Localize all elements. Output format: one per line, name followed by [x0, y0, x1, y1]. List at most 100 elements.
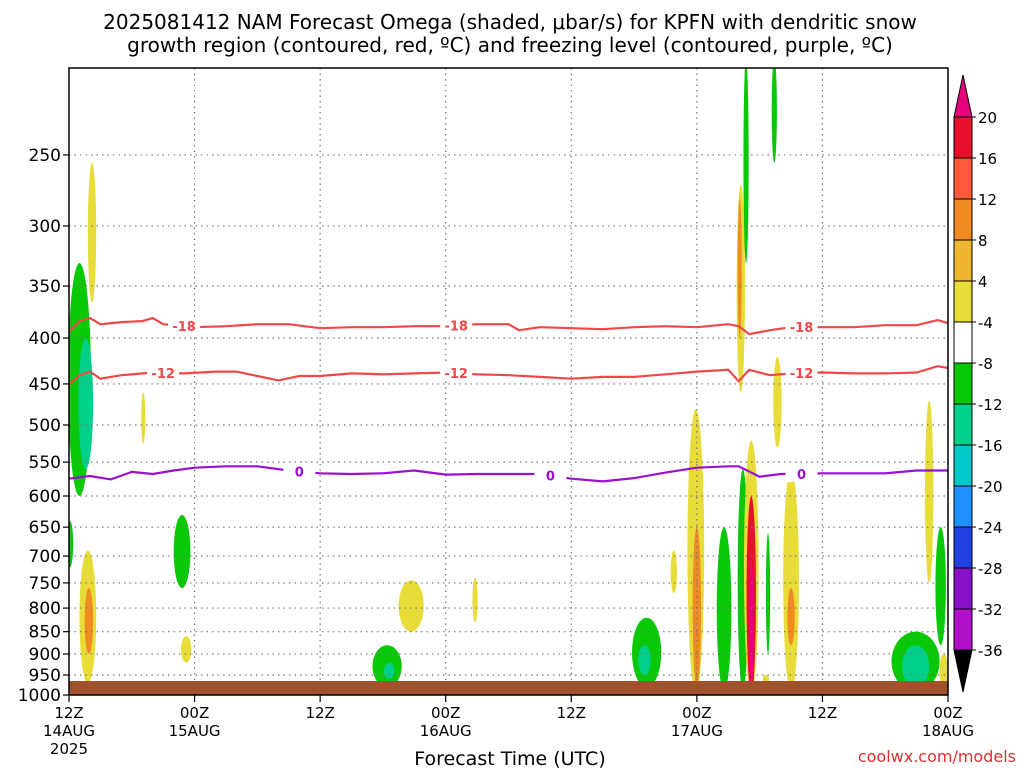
contour-label-bg-dgz_bottom-70 [785, 365, 818, 382]
colorbar-band-9 [953, 485, 973, 528]
colorbar-label: -8 [978, 355, 993, 373]
x-axis-label: Forecast Time (UTC) [414, 748, 605, 768]
contour-label-dgz_top: -18 [444, 319, 468, 334]
contour-label-dgz_top: -18 [790, 321, 814, 336]
x-tick-label-date: 14AUG [43, 722, 95, 740]
x-tick-label-time: 12Z [54, 704, 83, 722]
y-tick-label: 900 [29, 645, 61, 665]
x-tick-label-date: 15AUG [169, 722, 221, 740]
colorbar-label: 20 [978, 109, 997, 127]
omega-region-2 [69, 521, 74, 568]
x-tick-label-date: 18AUG [922, 722, 974, 740]
colorbar: 20 16 12 8 4 -4 -8 -12 -16 -20 -24 -28 -32 -36 [953, 74, 1003, 693]
y-tick-label: 800 [29, 599, 61, 619]
x-tick-label-time: 00Z [180, 704, 209, 722]
omega-region-7 [173, 515, 191, 589]
x-tick-label-time: 12Z [305, 704, 334, 722]
contour-label-dgz_bottom: -12 [790, 367, 814, 382]
chart-title-line1: 2025081412 NAM Forecast Omega (shaded, μ… [103, 10, 917, 34]
contour-label-bg-dgz_bottom-37 [440, 365, 473, 382]
colorbar-band-10 [953, 526, 973, 569]
y-tick-label: 950 [29, 666, 61, 686]
colorbar-band-7 [953, 403, 973, 446]
colorbar-label: -32 [978, 601, 1003, 619]
omega-region-34 [935, 527, 946, 646]
contour-label-bg-dgz_bottom-9 [147, 364, 180, 381]
colorbar-label: 8 [978, 232, 988, 250]
x-tick-label-time: 00Z [682, 704, 711, 722]
omega-region-11 [398, 580, 424, 632]
y-tick-label: 250 [29, 146, 61, 166]
colorbar-band-12 [953, 608, 973, 651]
omega-region-15 [670, 550, 677, 594]
omega-region-6 [141, 392, 146, 444]
x-tick-label-date: 16AUG [420, 722, 472, 740]
omega-region-3 [87, 162, 97, 303]
y-tick-label: 400 [29, 329, 61, 349]
contour-label-bg-dgz_top-11 [168, 318, 201, 335]
colorbar-label: -28 [978, 560, 1003, 578]
colorbar-label: -24 [978, 519, 1003, 537]
x-tick-label-date: 17AUG [671, 722, 723, 740]
credit-text: coolwx.com/models [858, 747, 1016, 766]
omega-region-35 [924, 400, 934, 583]
omega-region-8 [180, 636, 192, 663]
colorbar-band-0 [953, 116, 973, 159]
omega-region-18 [716, 527, 732, 692]
colorbar-label: 16 [978, 150, 997, 168]
colorbar-label: -12 [978, 396, 1003, 414]
omega-region-30 [783, 469, 799, 692]
colorbar-band-2 [953, 198, 973, 241]
colorbar-label: -4 [978, 314, 993, 332]
colorbar-bottom-arrow [953, 649, 973, 693]
y-tick-label: 700 [29, 547, 61, 567]
omega-shading [69, 68, 948, 695]
omega-region-29 [773, 357, 782, 448]
x-tick-label-time: 12Z [557, 704, 586, 722]
contour-label-bg-dgz_top-37 [440, 317, 473, 334]
x-tick-label-year: 2025 [50, 740, 88, 758]
y-tick-label: 750 [29, 574, 61, 594]
surface-ground [69, 681, 948, 695]
omega-region-20 [737, 199, 742, 339]
x-tick-label-time: 00Z [431, 704, 460, 722]
y-tick-label: 650 [29, 518, 61, 538]
colorbar-band-5 [953, 321, 973, 364]
colorbar-band-6 [953, 362, 973, 405]
omega-region-1 [78, 338, 94, 470]
omega-region-33 [901, 645, 930, 688]
y-tick-label: 1000 [18, 686, 61, 706]
omega-region-10 [383, 662, 395, 680]
contour-label-bg-freezing_level-46 [534, 467, 567, 484]
contour-label-dgz_bottom: -12 [444, 367, 468, 382]
y-tick-label: 550 [29, 453, 61, 473]
colorbar-label: 12 [978, 191, 997, 209]
contour-label-bg-dgz_top-70 [785, 319, 818, 336]
omega-region-24 [749, 556, 754, 692]
y-tick-label: 350 [29, 277, 61, 297]
contour-label-bg-freezing_level-70 [785, 465, 818, 482]
omega-region-5 [84, 588, 94, 654]
colorbar-band-1 [953, 157, 973, 200]
chart-title-line2: growth region (contoured, red, ºC) and f… [127, 33, 893, 57]
colorbar-top-arrow [953, 74, 973, 118]
surface-layer [69, 681, 948, 695]
x-tick-label-time: 00Z [933, 704, 962, 722]
temperature-contours: -18 -18 -18 -12 -12 -12 0 0 0 [68, 316, 949, 485]
omega-region-26 [771, 68, 777, 163]
y-tick-label: 850 [29, 623, 61, 643]
omega-region-14 [638, 645, 651, 676]
contour-label-freezing_level: 0 [295, 465, 304, 480]
colorbar-label: -20 [978, 478, 1003, 496]
y-tick-label: 300 [29, 217, 61, 237]
contour-label-dgz_top: -18 [172, 320, 196, 335]
y-tick-label: 450 [29, 375, 61, 395]
colorbar-label: -36 [978, 642, 1003, 660]
contour-label-dgz_bottom: -12 [151, 367, 175, 382]
contour-label-bg-freezing_level-22 [283, 463, 316, 480]
omega-region-12 [472, 577, 478, 623]
y-axis: 2503003504004505005506006507007508008509… [18, 146, 69, 706]
colorbar-label: -16 [978, 437, 1003, 455]
